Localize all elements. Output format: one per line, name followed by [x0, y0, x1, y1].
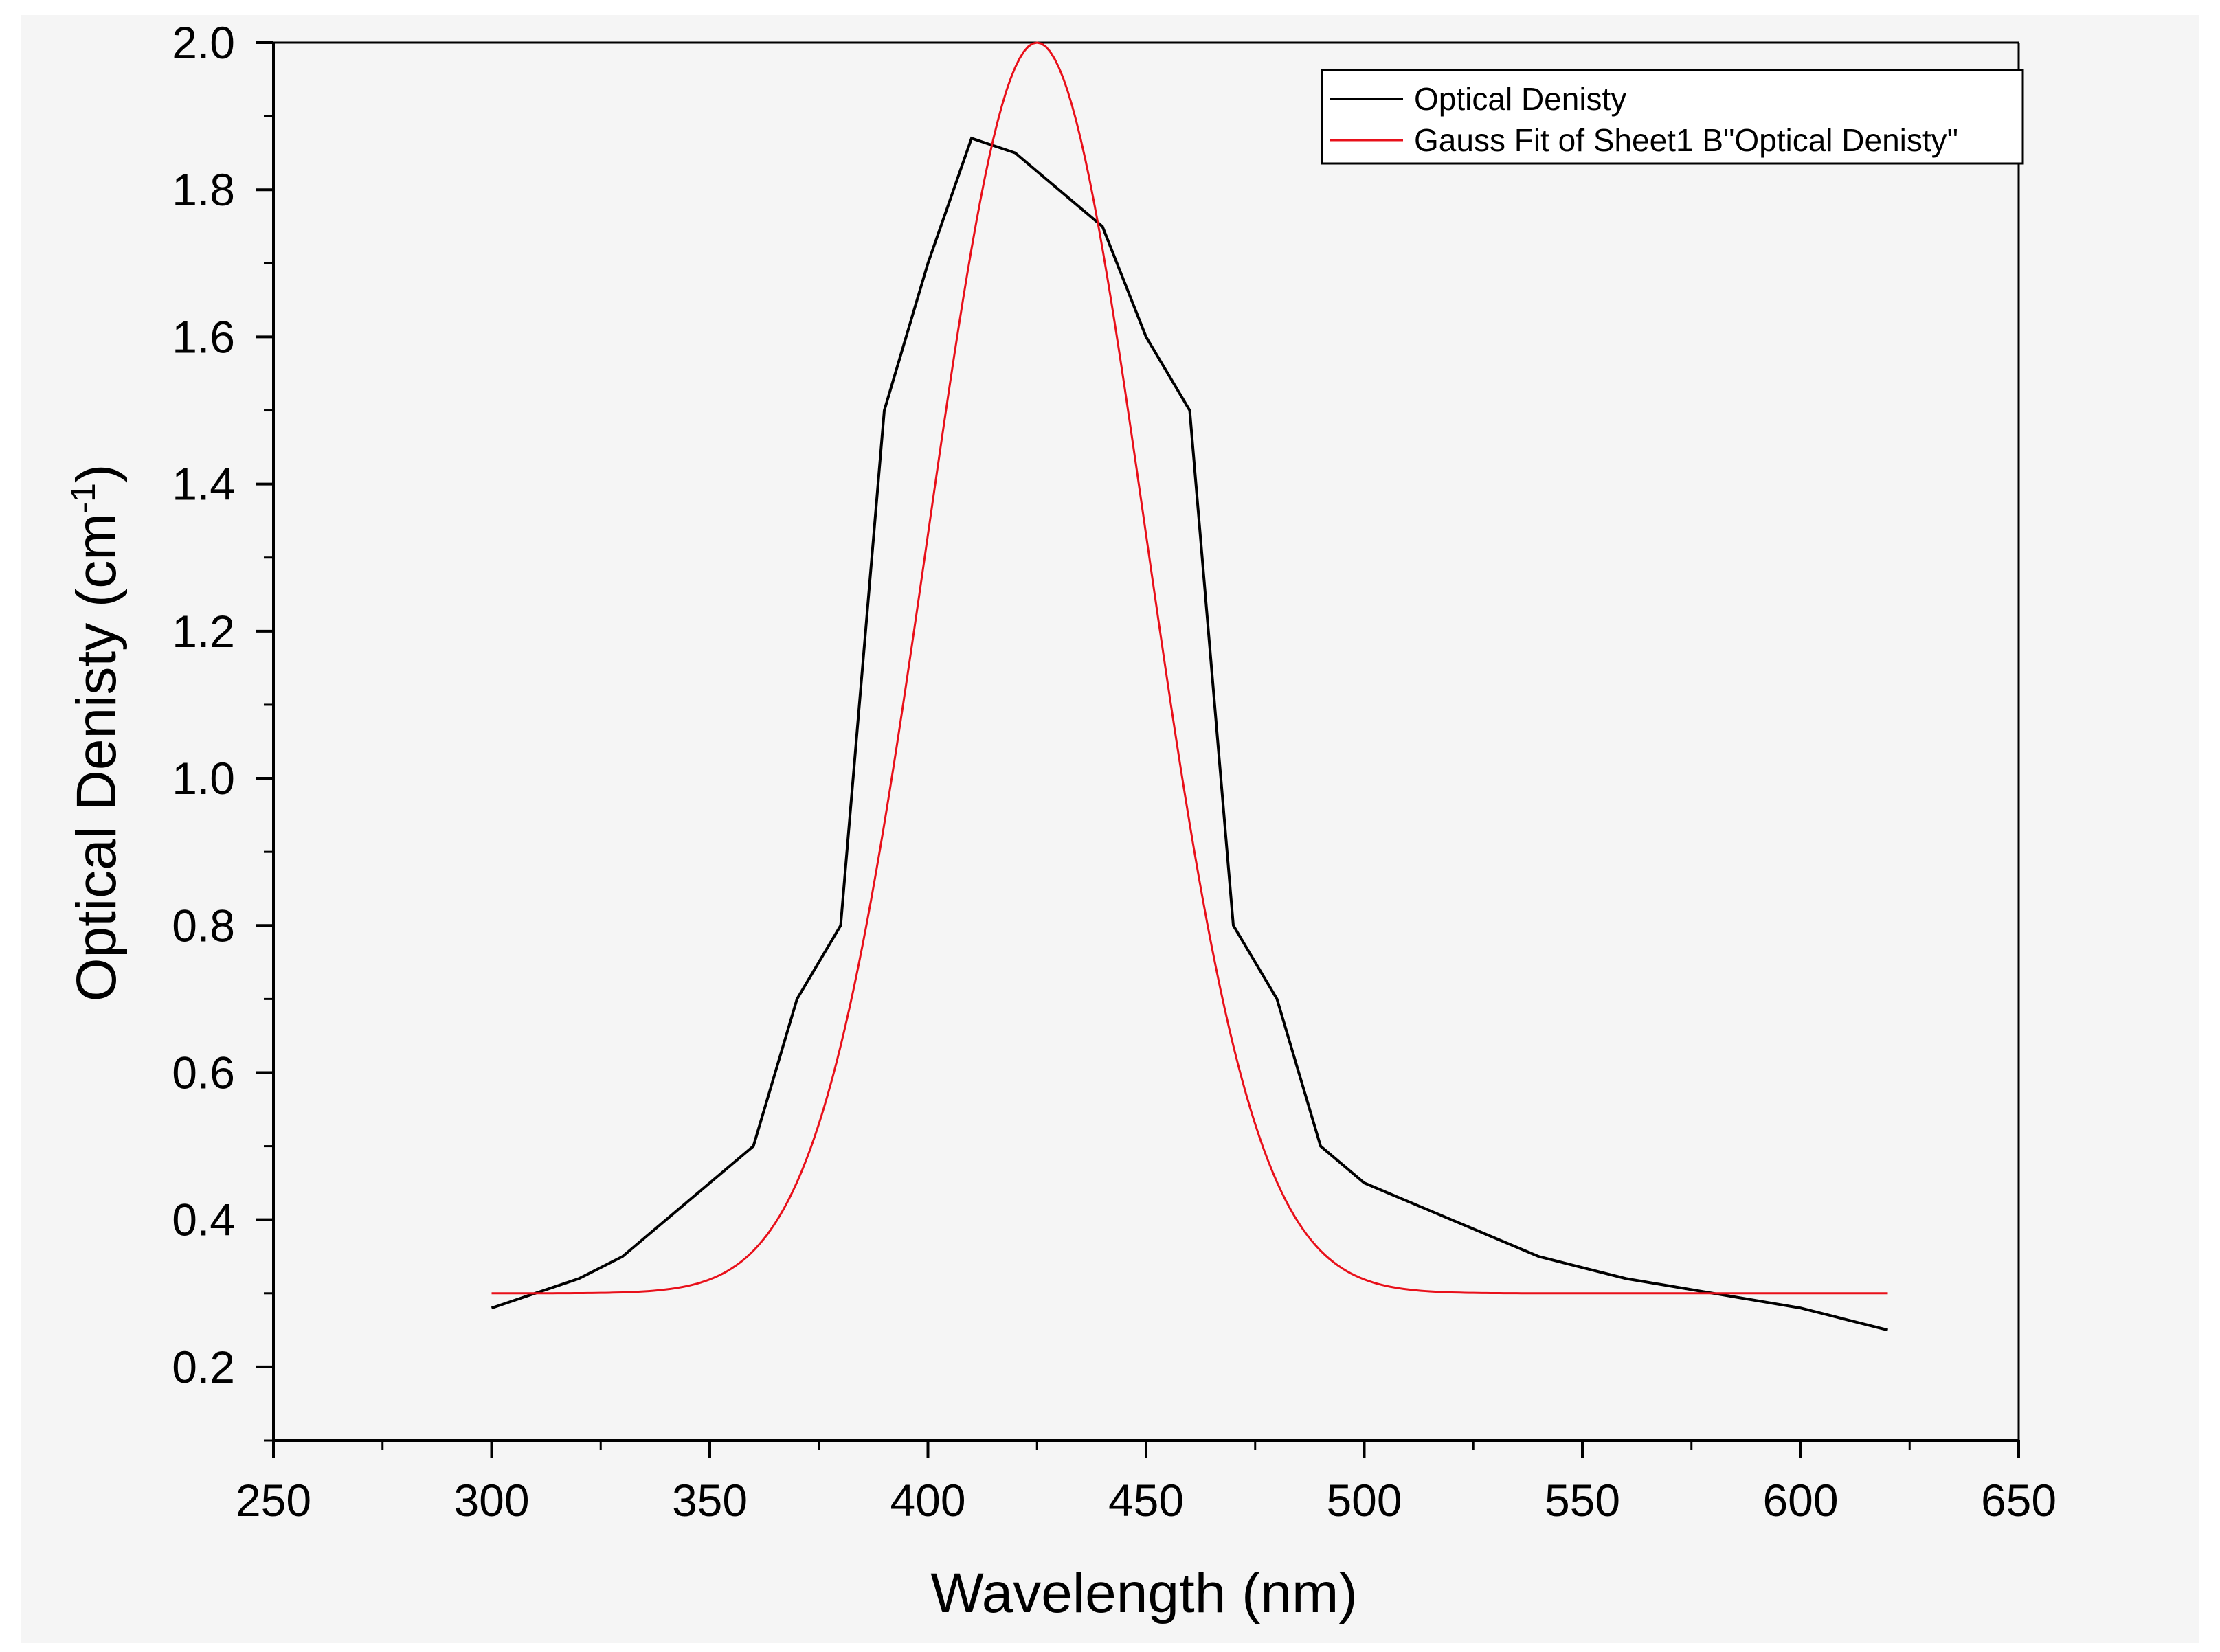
- y-tick-label-1.4: 1.4: [172, 459, 235, 510]
- y-tick-label-0.8: 0.8: [172, 900, 235, 951]
- y-axis-title-close: ): [65, 464, 128, 483]
- y-tick-label-0.4: 0.4: [172, 1195, 235, 1245]
- axes: 250 300 350 400 450 500 550 600 650 0.2 0.4 0.6 0.8 1…: [172, 17, 2056, 1526]
- legend-label-0: Optical Denisty: [1414, 81, 1626, 117]
- y-tick-label-0.2: 0.2: [172, 1342, 235, 1392]
- x-tick-label-400: 400: [890, 1475, 965, 1526]
- y-tick-label-0.6: 0.6: [172, 1047, 235, 1098]
- x-tick-label-600: 600: [1762, 1475, 1838, 1526]
- series-layer: [491, 41, 1888, 1332]
- y-tick-label-2: 2.0: [172, 17, 235, 68]
- x-axis-title: Wavelength (nm): [930, 1562, 1357, 1625]
- y-tick-label-1: 1.0: [172, 753, 235, 804]
- series-optical-denisty-line: [491, 136, 1888, 1332]
- x-tick-label-550: 550: [1545, 1475, 1620, 1526]
- x-tick-label-350: 350: [672, 1475, 748, 1526]
- legend-box: [1321, 69, 2024, 165]
- chart-svg: 250 300 350 400 450 500 550 600 650 0.2 0.4 0.6 0.8 1…: [64, 17, 2056, 1625]
- series-gauss-fit-line: [491, 41, 1888, 1295]
- x-tick-label-300: 300: [453, 1475, 529, 1526]
- y-tick-label-1.2: 1.2: [172, 606, 235, 657]
- x-tick-label-250: 250: [236, 1475, 311, 1526]
- x-tick-label-450: 450: [1108, 1475, 1184, 1526]
- y-tick-label-1.6: 1.6: [172, 311, 235, 362]
- y-axis-title: Optical Denisty (cm-1): [64, 464, 128, 1002]
- legend: Optical Denisty Gauss Fit of Sheet1 B"Opt…: [1321, 69, 2024, 165]
- x-tick-label-500: 500: [1326, 1475, 1402, 1526]
- legend-label-1: Gauss Fit of Sheet1 B"Optical Denisty": [1414, 122, 1958, 158]
- chart-area: 250 300 350 400 450 500 550 600 650 0.2 0.4 0.6 0.8 1…: [21, 15, 2199, 1643]
- y-axis-title-main: Optical Denisty (cm: [65, 513, 128, 1002]
- y-tick-label-1.8: 1.8: [172, 164, 235, 215]
- x-tick-label-650: 650: [1981, 1475, 2056, 1526]
- y-axis-title-superscript: -1: [64, 483, 102, 513]
